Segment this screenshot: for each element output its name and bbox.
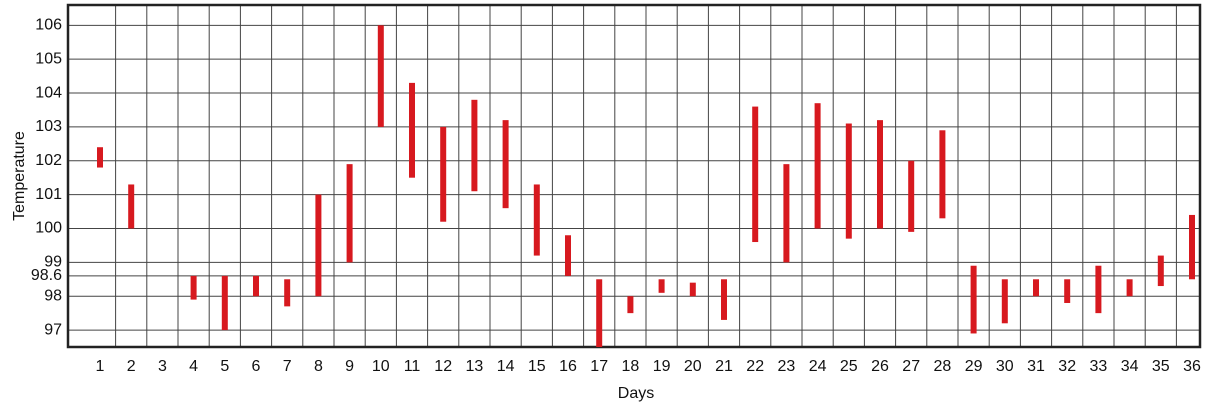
range-bar [471, 99, 478, 192]
range-bar [440, 126, 447, 222]
range-bar [752, 106, 759, 243]
x-tick-label: 3 [158, 358, 167, 375]
range-bar [783, 164, 790, 263]
y-axis-label: Temperature [11, 131, 28, 221]
range-bar [721, 279, 727, 320]
x-tick-label: 22 [746, 358, 764, 375]
x-tick-label: 11 [404, 358, 421, 375]
y-tick-label: 100 [35, 220, 62, 237]
range-bar [658, 279, 665, 293]
range-bar [315, 194, 322, 297]
x-tick-label: 6 [252, 358, 261, 375]
y-tick-label: 98.6 [31, 267, 62, 284]
x-tick-label: 1 [96, 358, 105, 375]
range-bar [939, 130, 946, 219]
range-bar [128, 184, 135, 229]
x-tick-label: 13 [466, 358, 484, 375]
x-tick-label: 4 [189, 358, 198, 375]
x-tick-label: 21 [715, 358, 733, 375]
y-tick-label: 97 [44, 321, 62, 338]
x-tick-label: 35 [1152, 358, 1170, 375]
x-tick-label: 34 [1121, 358, 1139, 375]
range-bar [627, 296, 634, 314]
x-tick-label: 2 [127, 358, 136, 375]
x-tick-label: 10 [372, 358, 390, 375]
range-bar [377, 25, 384, 127]
y-tick-label: 103 [35, 118, 62, 135]
y-tick-label: 106 [35, 17, 62, 34]
range-bar [814, 103, 821, 229]
x-tick-label: 5 [220, 358, 229, 375]
range-bar [221, 275, 228, 331]
range-bar [1033, 279, 1039, 297]
range-bar [908, 160, 915, 232]
range-bar [1064, 279, 1071, 303]
x-axis-label: Days [618, 385, 654, 402]
y-tick-label: 101 [35, 186, 62, 203]
range-bar [253, 275, 259, 297]
x-tick-label: 27 [902, 358, 920, 375]
x-tick-label: 33 [1090, 358, 1108, 375]
y-tick-label: 102 [35, 152, 62, 169]
x-tick-label: 19 [653, 358, 671, 375]
range-bar [533, 184, 540, 256]
x-tick-label: 30 [996, 358, 1014, 375]
range-bar [1189, 214, 1195, 280]
y-tick-label: 98 [44, 287, 62, 304]
range-bar [190, 275, 197, 300]
x-tick-label: 17 [590, 358, 608, 375]
range-bar [1126, 279, 1133, 297]
x-tick-label: 9 [345, 358, 354, 375]
range-bar [1095, 265, 1102, 314]
x-tick-label: 20 [684, 358, 702, 375]
range-bar [877, 120, 883, 229]
range-bar [346, 164, 353, 263]
x-tick-label: 25 [840, 358, 858, 375]
x-tick-label: 18 [622, 358, 640, 375]
y-tick-label: 105 [35, 50, 62, 67]
x-tick-label: 12 [434, 358, 452, 375]
plot-frame [66, 3, 1202, 349]
range-bar [284, 279, 291, 307]
y-tick-label: 99 [44, 254, 62, 271]
x-tick-label: 29 [965, 358, 983, 375]
range-bar [565, 235, 571, 276]
x-tick-label: 36 [1183, 358, 1201, 375]
x-tick-label: 28 [934, 358, 952, 375]
range-bar [97, 147, 103, 168]
x-tick-label: 7 [283, 358, 292, 375]
x-tick-label: 8 [314, 358, 323, 375]
range-bar [1001, 279, 1008, 324]
range-bar [970, 265, 977, 334]
range-bar [1157, 255, 1164, 287]
range-bar [409, 82, 415, 178]
x-tick-label: 32 [1058, 358, 1076, 375]
x-tick-label: 14 [497, 358, 515, 375]
x-tick-label: 23 [778, 358, 796, 375]
range-bar [502, 120, 509, 209]
x-tick-label: 24 [809, 358, 827, 375]
y-tick-label: 104 [35, 84, 62, 101]
x-tick-label: 31 [1027, 358, 1045, 375]
range-bar [689, 282, 696, 297]
range-bar [596, 279, 603, 347]
x-tick-label: 26 [871, 358, 889, 375]
range-bar [845, 123, 852, 239]
x-tick-label: 16 [559, 358, 577, 375]
x-tick-label: 15 [528, 358, 546, 375]
